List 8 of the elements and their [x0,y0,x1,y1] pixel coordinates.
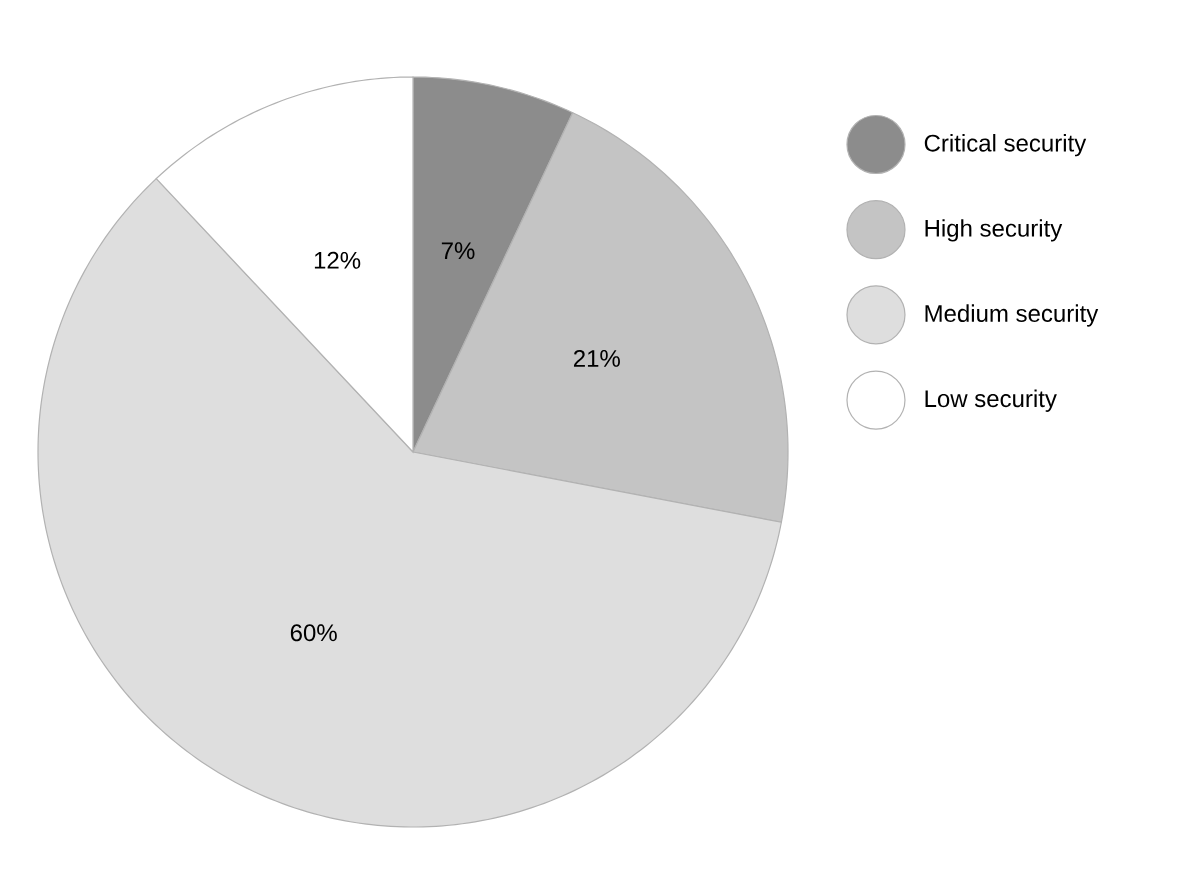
data-label: 7% [441,242,475,260]
data-label: 21% [573,349,620,367]
legend-label: Medium security [925,304,1099,327]
data-label: 12% [314,251,361,269]
data-label: 60% [290,624,337,642]
legend-label: Critical security [924,133,1087,157]
legend-label: Low security [925,389,1057,412]
legend-label: High security [925,219,1063,242]
